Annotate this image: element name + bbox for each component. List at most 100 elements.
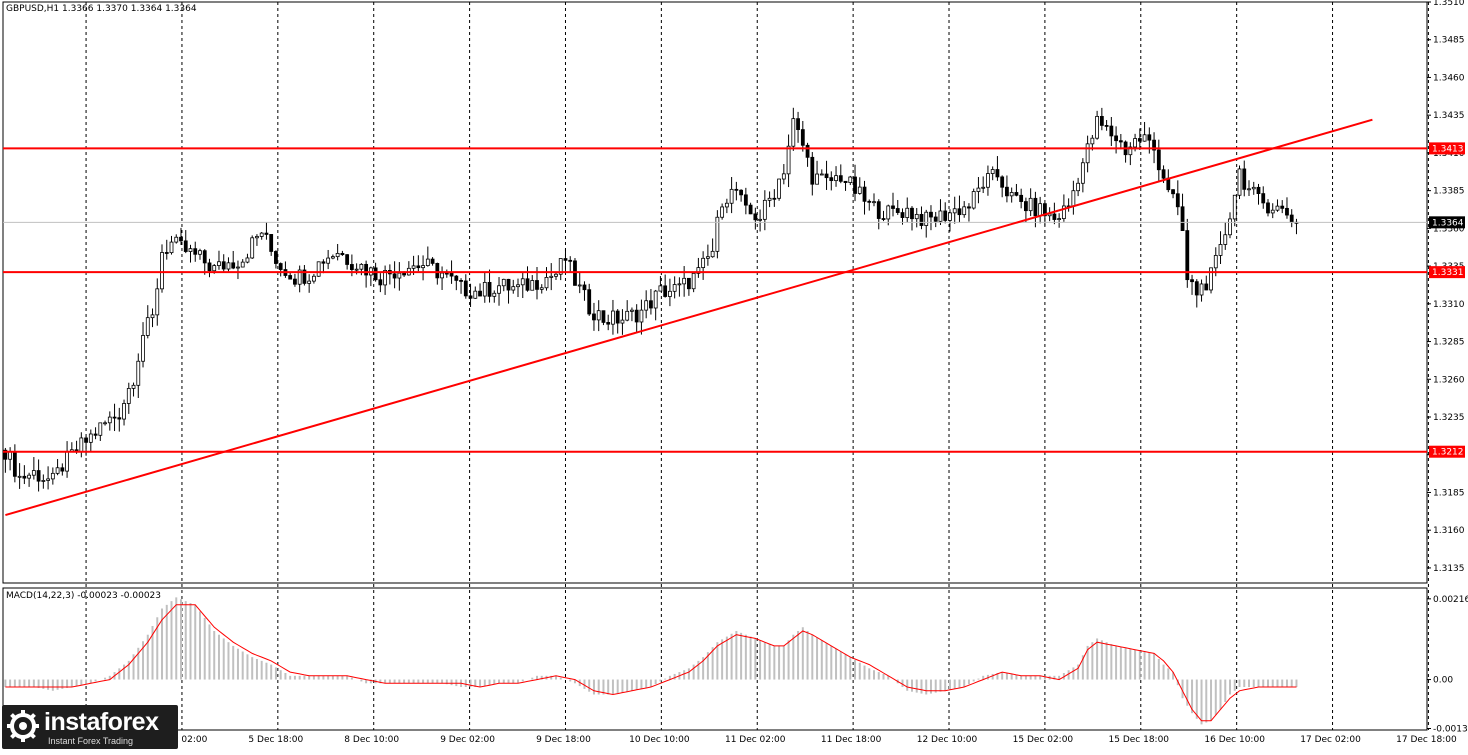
candle-body (971, 191, 976, 209)
candle-body (872, 201, 876, 204)
candle-body (1204, 283, 1209, 291)
candle-body (1085, 143, 1090, 164)
candle-body (1266, 202, 1270, 214)
candle-body (226, 262, 231, 270)
candle-body (1009, 192, 1014, 197)
candle-body (1005, 186, 1009, 197)
candle-body (905, 207, 910, 218)
x-tick-label: 15 Dec 18:00 (1109, 735, 1170, 745)
candle-body (359, 263, 364, 270)
candle-body (17, 475, 22, 478)
candle-body (473, 290, 478, 299)
macd-y-tick-label: -0.00131 (1433, 725, 1468, 735)
level-label-box (1429, 142, 1465, 155)
candle-body (316, 261, 321, 277)
candle-body (463, 280, 468, 297)
candle-body (1223, 234, 1228, 245)
candle-body (22, 475, 27, 479)
candle-body (1114, 135, 1118, 142)
candle-body (416, 265, 421, 269)
y-tick-label: 1.3435 (1433, 111, 1465, 121)
candle-body (217, 261, 221, 266)
candle-body (677, 283, 682, 286)
candle-body (88, 433, 93, 443)
candle-body (411, 265, 416, 269)
candle-body (60, 467, 65, 472)
candle-body (131, 384, 136, 389)
candle-body (1152, 139, 1156, 151)
candle-body (150, 314, 155, 319)
candle-body (615, 310, 620, 324)
x-tick-label: 10 Dec 10:00 (629, 735, 690, 745)
candle-body (895, 208, 900, 213)
candle-body (402, 272, 406, 276)
level-label-box (1429, 266, 1465, 279)
candle-body (796, 118, 800, 130)
candle-body (164, 252, 169, 254)
candle-body (568, 259, 573, 262)
candle-body (962, 206, 967, 216)
candle-body (326, 257, 331, 264)
candle-body (373, 267, 378, 281)
candle-body (886, 205, 891, 220)
candle-body (255, 236, 259, 239)
candle-body (221, 261, 226, 270)
candle-body (914, 213, 919, 220)
x-tick-label: 12 Dec 10:00 (917, 735, 978, 745)
candle-body (349, 264, 354, 270)
y-tick-label: 1.3385 (1433, 187, 1465, 197)
candle-body (762, 199, 767, 220)
candle-body (1061, 205, 1066, 219)
candle-body (824, 173, 829, 179)
candle-body (924, 211, 929, 226)
candle-body (188, 248, 193, 252)
candle-body (478, 290, 482, 297)
instaforex-logo: instaforex Instant Forex Trading (2, 705, 178, 749)
candle-body (126, 388, 131, 404)
candle-body (27, 474, 32, 479)
candle-body (468, 295, 473, 299)
candle-body (1285, 207, 1289, 216)
candle-body (497, 285, 501, 294)
candle-body (193, 248, 198, 255)
macd-y-tick-label: 0.00216 (1433, 595, 1468, 605)
candle-body (1180, 206, 1185, 231)
candle-body (207, 262, 212, 272)
x-tick-label: 15 Dec 02:00 (1013, 735, 1074, 745)
candle-body (383, 270, 388, 286)
candle-body (819, 173, 824, 176)
x-tick-label: 9 Dec 02:00 (440, 735, 495, 745)
candle-body (425, 258, 430, 266)
candle-body (198, 250, 202, 255)
current-price-label: 1.3364 (1432, 218, 1464, 228)
candle-body (1185, 230, 1190, 281)
candle-body (990, 169, 995, 174)
candle-body (1128, 146, 1133, 156)
candle-body (378, 279, 383, 286)
candle-body (967, 206, 971, 209)
candle-body (3, 449, 8, 460)
candle-body (183, 240, 188, 252)
candle-body (335, 252, 340, 258)
x-tick-label: 16 Dec 10:00 (1204, 735, 1265, 745)
candle-body (758, 218, 762, 221)
candle-body (1190, 279, 1194, 283)
candle-body (307, 280, 312, 284)
level-label: 1.3331 (1432, 268, 1464, 278)
candle-body (938, 210, 943, 222)
candle-body (539, 287, 544, 290)
candle-body (881, 218, 886, 220)
candle-body (259, 232, 264, 237)
candle-body (577, 284, 582, 287)
y-tick-label: 1.3260 (1433, 375, 1465, 385)
candle-body (715, 216, 720, 252)
candle-body (1090, 137, 1095, 145)
candle-body (145, 317, 150, 336)
candle-body (250, 237, 255, 259)
y-tick-label: 1.3510 (1433, 0, 1465, 8)
candle-body (36, 470, 41, 482)
candle-body (672, 284, 677, 292)
candle-body (506, 278, 511, 291)
candle-body (876, 201, 881, 219)
candle-body (169, 241, 174, 254)
